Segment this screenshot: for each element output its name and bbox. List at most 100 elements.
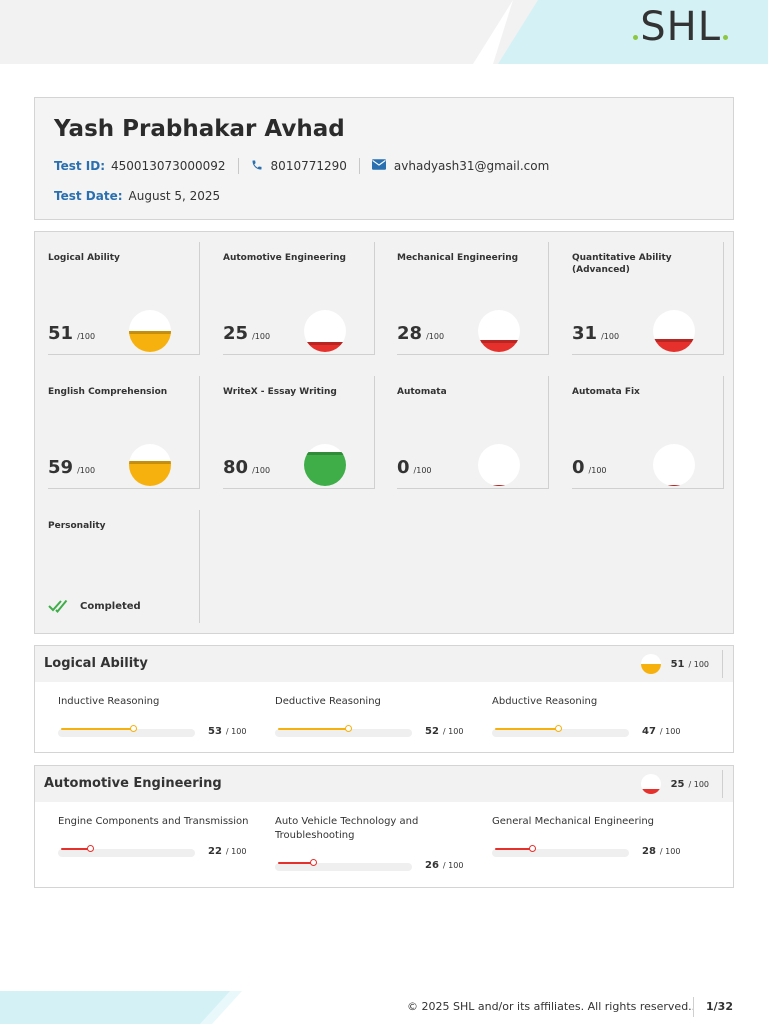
tile-score: 25/100 xyxy=(223,323,270,344)
page-number: 1/32 xyxy=(706,1000,733,1013)
progress-knob xyxy=(87,845,94,852)
score-tile: Logical Ability 51/100 xyxy=(48,242,200,355)
email-icon xyxy=(371,159,386,173)
tile-score-max: /100 xyxy=(252,332,271,341)
tile-score-max: /100 xyxy=(77,466,96,475)
tile-title: Automata xyxy=(397,387,447,397)
tile-score: 28/100 xyxy=(397,323,444,344)
subscore-item: Deductive Reasoning 52/ 100 xyxy=(275,695,467,737)
tile-score: 51/100 xyxy=(48,323,95,344)
divider xyxy=(722,770,723,798)
score-gauge xyxy=(129,310,171,352)
subscore-max: / 100 xyxy=(225,847,247,856)
footer-accent xyxy=(0,991,240,1024)
subscore-item: Abductive Reasoning 47/ 100 xyxy=(492,695,684,737)
tile-score-max: /100 xyxy=(77,332,96,341)
copyright-text: © 2025 SHL and/or its affiliates. All ri… xyxy=(407,1000,696,1013)
personality-status: Completed xyxy=(48,599,141,613)
progress-fill xyxy=(495,848,533,850)
gauge-fill xyxy=(640,789,661,794)
subscore-bar-row: 52/ 100 xyxy=(275,725,467,739)
section-score-max: / 100 xyxy=(688,779,709,789)
subscore-bar-row: 53/ 100 xyxy=(58,725,250,739)
score-gauge xyxy=(304,310,346,352)
tile-score-max: /100 xyxy=(601,332,620,341)
subscore-bar-row: 22/ 100 xyxy=(58,845,250,859)
subscore-value: 53/ 100 xyxy=(208,726,246,737)
divider xyxy=(237,158,239,174)
tile-score-value: 28 xyxy=(397,323,423,344)
subscore-score: 22 xyxy=(208,846,222,857)
tile-score-max: /100 xyxy=(426,332,445,341)
divider xyxy=(722,650,723,678)
tile-score: 59/100 xyxy=(48,457,95,478)
progress-track xyxy=(275,863,412,871)
section-panel: Automotive Engineering 25/ 100 Engine Comp… xyxy=(34,765,734,888)
subscore-bar-row: 47/ 100 xyxy=(492,725,684,739)
tile-personality: Personality Completed xyxy=(48,510,200,623)
candidate-card: Yash Prabhakar Avhad Test ID: 4500130730… xyxy=(34,97,734,220)
progress-fill xyxy=(278,862,314,864)
section-title: Automotive Engineering xyxy=(44,776,222,791)
tile-score-value: 0 xyxy=(572,457,585,478)
tile-score: 80/100 xyxy=(223,457,270,478)
divider xyxy=(693,997,694,1017)
score-tile: Quantitative Ability (Advanced) 31/100 xyxy=(572,242,724,355)
gauge-fill xyxy=(129,461,171,486)
subscore-name: Inductive Reasoning xyxy=(58,696,160,707)
subscore-max: / 100 xyxy=(442,861,464,870)
progress-track xyxy=(58,849,195,857)
phone-icon xyxy=(251,159,263,174)
section-panel: Logical Ability 51/ 100 Inductive Reasonin… xyxy=(34,645,734,753)
tile-score-value: 0 xyxy=(397,457,410,478)
test-date-label: Test Date: xyxy=(54,189,123,203)
score-gauge xyxy=(653,310,695,352)
section-gauge xyxy=(640,774,661,794)
score-tile: Automata Fix 0/100 xyxy=(572,376,724,489)
tile-score-value: 31 xyxy=(572,323,598,344)
tile-score-value: 80 xyxy=(223,457,249,478)
tile-title: Personality xyxy=(48,521,106,531)
progress-track xyxy=(58,729,195,737)
section-header: Automotive Engineering 25/ 100 xyxy=(35,766,733,802)
tile-title: English Comprehension xyxy=(48,387,168,397)
divider xyxy=(358,158,360,174)
section-title: Logical Ability xyxy=(44,656,148,671)
section-score: 51/ 100 xyxy=(640,654,709,674)
header-accent xyxy=(498,0,768,64)
progress-track xyxy=(275,729,412,737)
tile-score-max: /100 xyxy=(413,466,432,475)
tile-title: Mechanical Engineering xyxy=(397,253,519,263)
candidate-info-row: Test ID: 450013073000092 8010771290 avha… xyxy=(54,158,549,174)
email-value[interactable]: avhadyash31@gmail.com xyxy=(393,159,550,173)
test-date-row: Test Date: August 5, 2025 xyxy=(54,189,220,203)
subscore-value: 26/ 100 xyxy=(425,860,463,871)
section-score-value: 51 xyxy=(670,658,685,670)
progress-knob xyxy=(555,725,562,732)
gauge-fill xyxy=(304,452,346,486)
score-gauge xyxy=(478,310,520,352)
progress-track xyxy=(492,729,629,737)
gauge-fill xyxy=(478,484,520,486)
score-tile: Automata 0/100 xyxy=(397,376,549,489)
progress-knob xyxy=(310,859,317,866)
subscore-name: General Mechanical Engineering xyxy=(492,816,655,827)
subscore-max: / 100 xyxy=(659,847,681,856)
subscore-value: 52/ 100 xyxy=(425,726,463,737)
section-header: Logical Ability 51/ 100 xyxy=(35,646,733,682)
subscore-item: Engine Components and Transmission 22/ 10… xyxy=(58,815,250,857)
test-id-label: Test ID: xyxy=(54,159,106,173)
tile-title: WriteX - Essay Writing xyxy=(223,387,337,397)
header-band: SHL xyxy=(0,0,768,64)
tile-title: Quantitative Ability (Advanced) xyxy=(572,253,672,275)
gauge-fill xyxy=(640,663,661,674)
gauge-fill xyxy=(653,484,695,486)
test-date-value: August 5, 2025 xyxy=(128,189,221,203)
subscore-max: / 100 xyxy=(225,727,247,736)
tile-score: 0/100 xyxy=(397,457,432,478)
subscore-name: Auto Vehicle Technology and Troubleshoot… xyxy=(275,816,419,841)
score-gauge xyxy=(653,444,695,486)
tile-title: Automotive Engineering xyxy=(223,253,346,263)
tile-score-value: 51 xyxy=(48,323,74,344)
subscore-max: / 100 xyxy=(659,727,681,736)
